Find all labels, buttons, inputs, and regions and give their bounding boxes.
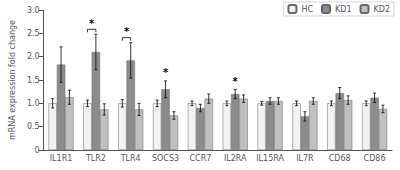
svg-text:TLR4: TLR4 [120,154,141,163]
svg-text:*: * [233,76,239,87]
svg-text:CD86: CD86 [364,154,386,163]
svg-text:KD2: KD2 [374,5,391,14]
svg-text:1.0: 1.0 [27,99,40,108]
svg-text:3.0: 3.0 [27,6,40,15]
svg-text:1.5: 1.5 [27,76,40,85]
svg-text:SOCS3: SOCS3 [152,154,179,163]
svg-text:mRNA expression fold change: mRNA expression fold change [8,20,17,140]
svg-text:2.5: 2.5 [27,29,40,38]
svg-text:IL1R1: IL1R1 [50,154,73,163]
svg-text:KD1: KD1 [335,5,352,14]
svg-text:CD68: CD68 [329,154,351,163]
svg-text:HC: HC [301,5,313,14]
svg-text:IL2RA: IL2RA [224,154,247,163]
svg-text:*: * [163,67,169,78]
svg-text:TLR2: TLR2 [85,154,106,163]
svg-text:*: * [124,26,130,37]
svg-text:CCR7: CCR7 [189,154,211,163]
svg-text:*: * [89,18,95,29]
svg-text:IL7R: IL7R [296,154,314,163]
svg-text:2.0: 2.0 [27,52,40,61]
svg-text:IL15RA: IL15RA [256,154,284,163]
svg-text:0: 0 [35,146,40,155]
svg-text:0.5: 0.5 [27,122,40,131]
